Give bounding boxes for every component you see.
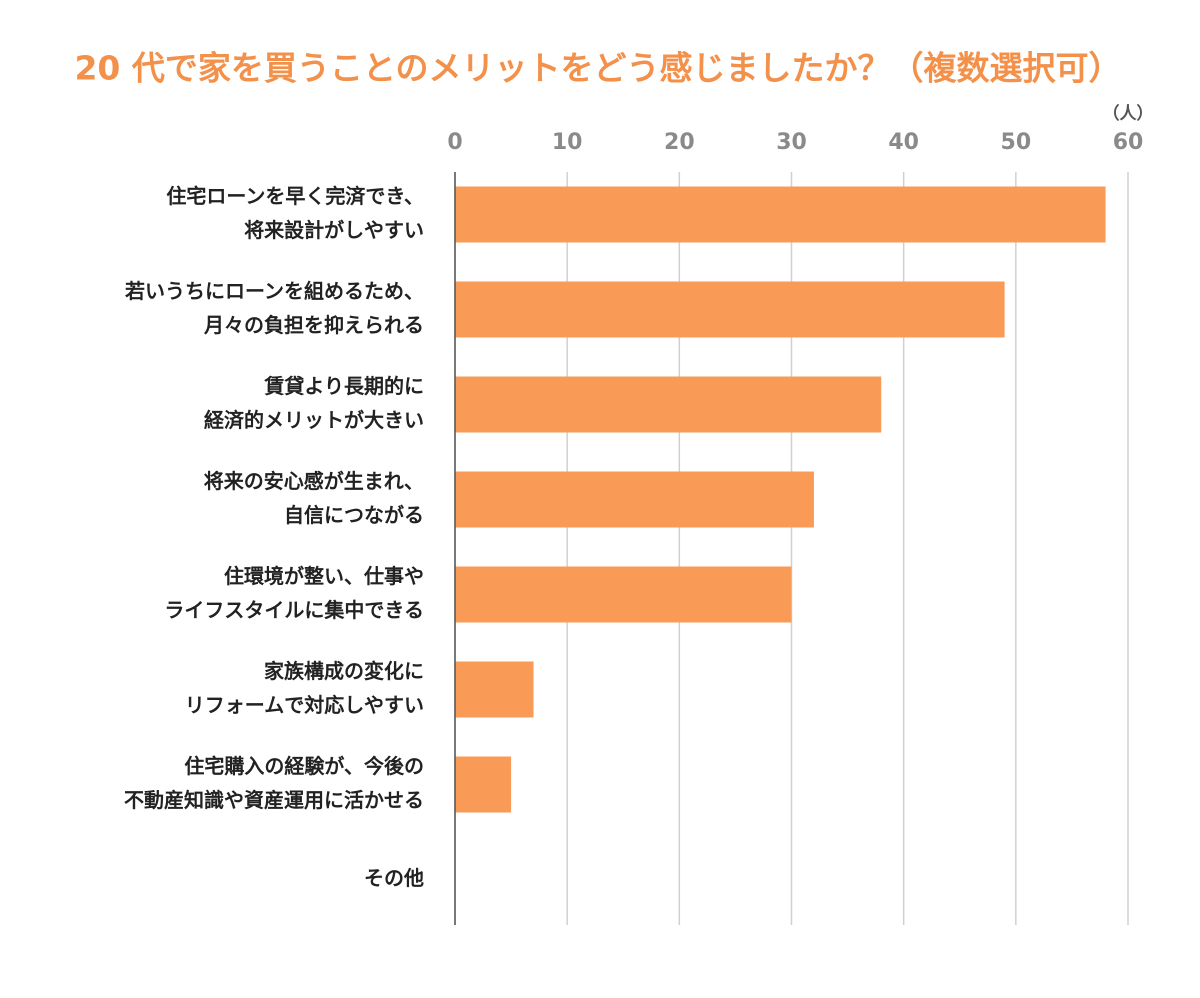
category-label: 不動産知識や資産運用に活かせる <box>124 788 424 812</box>
category-label: 自信につながる <box>284 503 424 527</box>
chart-title: 20 代で家を買うことのメリットをどう感じましたか？（複数選択可） <box>74 49 1121 88</box>
category-label: 経済的メリットが大きい <box>204 408 424 432</box>
category-label: 住宅購入の経験が、今後の <box>184 754 424 778</box>
unit-label: （人） <box>1103 103 1154 124</box>
x-tick-label: 40 <box>888 130 919 155</box>
category-label: その他 <box>364 866 424 890</box>
category-label: 将来設計がしやすい <box>244 218 424 242</box>
category-label: 家族構成の変化に <box>264 659 424 683</box>
bar <box>455 756 512 813</box>
bar <box>455 661 534 718</box>
bar <box>455 186 1106 243</box>
bar <box>455 281 1005 338</box>
category-label: リフォームで対応しやすい <box>185 693 424 717</box>
bar <box>455 566 792 623</box>
bar <box>455 471 814 528</box>
category-label: 若いうちにローンを組めるため、 <box>124 279 424 303</box>
x-tick-label: 20 <box>664 130 695 155</box>
category-label: 住環境が整い、仕事や <box>224 564 424 588</box>
category-label: ライフスタイルに集中できる <box>164 598 424 622</box>
x-tick-label: 60 <box>1113 130 1144 155</box>
bar <box>455 376 882 433</box>
category-label: 住宅ローンを早く完済でき、 <box>166 184 424 208</box>
category-label: 将来の安心感が生まれ、 <box>204 469 424 493</box>
category-label: 月々の負担を抑えられる <box>203 313 424 337</box>
x-tick-label: 50 <box>1001 130 1032 155</box>
x-tick-label: 10 <box>552 130 583 155</box>
x-tick-label: 30 <box>776 130 807 155</box>
x-tick-label: 0 <box>447 130 462 155</box>
category-label: 賃貸より長期的に <box>263 374 424 398</box>
